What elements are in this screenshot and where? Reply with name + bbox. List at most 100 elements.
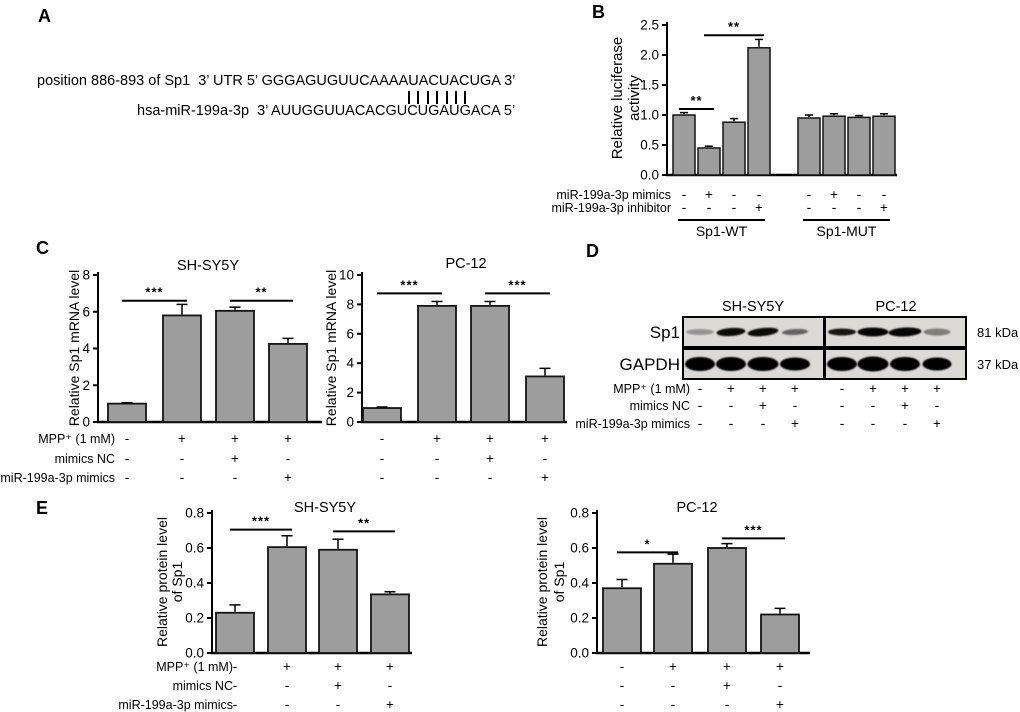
molecular-weight-label: 81 kDa	[977, 325, 1019, 340]
condition-row-label: miR-199a-3p mimics	[0, 471, 115, 485]
condition-row-label: mimics NC	[173, 679, 233, 693]
condition-symbol: +	[869, 381, 877, 396]
condition-symbol: +	[284, 431, 292, 446]
bar	[215, 611, 255, 654]
y-tick-label: 1.0	[640, 108, 659, 123]
condition-symbol: -	[435, 470, 440, 485]
y-tick-label: 2.0	[640, 48, 659, 63]
bar	[318, 548, 358, 654]
group-label: Sp1-WT	[696, 223, 748, 239]
condition-symbol: -	[857, 200, 862, 215]
base-pairing-pipes	[408, 91, 467, 104]
condition-symbol: +	[759, 398, 767, 413]
y-tick-label: 10	[339, 268, 354, 283]
protein-band	[857, 356, 889, 372]
y-tick-label: 0.6	[185, 541, 204, 556]
pairing-pipe	[436, 91, 439, 104]
significance-stars: **	[255, 285, 267, 300]
bar	[653, 562, 693, 654]
condition-symbol: +	[433, 431, 441, 446]
y-tick-label: 0	[346, 415, 354, 430]
protein-band	[922, 357, 952, 371]
panel-e-shsy5y-chart: 0.0 0.2 0.4 0.6 0.8 Relative protein level of …	[118, 500, 412, 712]
condition-symbol: -	[903, 416, 908, 431]
condition-symbol: +	[284, 470, 292, 485]
protein-band	[716, 327, 746, 337]
panel-e-label: E	[36, 498, 49, 518]
sp1-utr-sequence: position 886-893 of Sp1 3’ UTR 5’ GGGAGU…	[37, 73, 516, 89]
condition-row-label: miR-199a-3p mimics	[575, 417, 690, 431]
protein-band	[782, 328, 808, 336]
bar	[602, 587, 642, 654]
bar	[760, 613, 800, 654]
condition-symbol: +	[830, 187, 838, 202]
y-axis-title: Relative Sp1 mRNA level	[66, 270, 82, 426]
protein-band	[888, 327, 922, 337]
condition-symbol: -	[620, 678, 625, 693]
significance-stars: ***	[252, 514, 270, 529]
panel-a-label: A	[38, 6, 52, 26]
bar	[268, 343, 308, 423]
cell-line-header: PC-12	[875, 299, 916, 315]
condition-symbol: -	[729, 398, 734, 413]
condition-symbol: -	[840, 398, 845, 413]
panel-d-label: D	[586, 241, 600, 261]
condition-row-label: mimics NC	[55, 452, 115, 466]
condition-symbol: -	[380, 431, 385, 446]
y-tick-label: 6	[82, 304, 90, 319]
condition-symbol: -	[698, 398, 703, 413]
bar	[267, 546, 307, 654]
condition-symbol: -	[488, 470, 493, 485]
condition-symbol: +	[901, 381, 909, 396]
y-tick-label: 0.5	[640, 138, 659, 153]
significance-stars: ***	[145, 285, 163, 300]
condition-symbol: -	[620, 697, 625, 712]
condition-symbol: -	[336, 697, 341, 712]
y-axis-title: of Sp1	[551, 562, 567, 603]
condition-symbol: +	[231, 431, 239, 446]
y-tick-label: 8	[346, 297, 354, 312]
chart-title: PC-12	[676, 500, 717, 516]
y-axis-title: Relative protein level	[534, 517, 550, 647]
protein-band	[685, 357, 715, 371]
condition-symbol: +	[933, 381, 941, 396]
y-tick-label: 0.2	[185, 611, 204, 626]
protein-band	[923, 328, 951, 336]
condition-symbol: +	[334, 659, 342, 674]
condition-symbol: -	[620, 659, 625, 674]
condition-symbol: -	[233, 659, 238, 674]
bar	[722, 121, 746, 176]
y-axis-title: Relative Sp1 mRNA level	[323, 270, 339, 426]
condition-symbol: -	[233, 470, 238, 485]
condition-symbol: -	[125, 431, 130, 446]
y-tick-label: 6	[346, 326, 354, 341]
y-tick-label: 2	[82, 378, 90, 393]
condition-symbol: -	[840, 381, 845, 396]
panel-e-pc12-chart: 0.0 0.2 0.4 0.6 0.8 Relative protein level of …	[534, 500, 810, 712]
condition-symbol: +	[486, 431, 494, 446]
group-label: Sp1-MUT	[817, 223, 877, 239]
condition-symbol: +	[901, 398, 909, 413]
panel-b-luciferase-chart: 0.0 0.5 1.0 1.5 2.0 2.5 Relative luciferase act…	[551, 18, 897, 239]
y-tick-label: 8	[82, 268, 90, 283]
bar	[822, 115, 846, 176]
protein-band	[747, 327, 779, 337]
chart-title: PC-12	[445, 256, 486, 272]
pairing-pipe	[426, 91, 429, 104]
condition-symbol: +	[334, 678, 342, 693]
condition-symbol: +	[933, 416, 941, 431]
bar	[707, 547, 747, 654]
condition-symbol: +	[791, 381, 799, 396]
y-tick-label: 0.0	[640, 168, 659, 183]
bar	[747, 47, 771, 176]
condition-row-label: MPP⁺ (1 mM)	[613, 382, 690, 396]
pairing-pipe	[464, 91, 467, 104]
condition-symbol: -	[671, 678, 676, 693]
protein-band	[828, 328, 856, 336]
y-axis-title: activity	[626, 75, 643, 121]
condition-symbol: +	[283, 659, 291, 674]
condition-symbol: -	[671, 697, 676, 712]
condition-symbol: -	[125, 451, 130, 466]
